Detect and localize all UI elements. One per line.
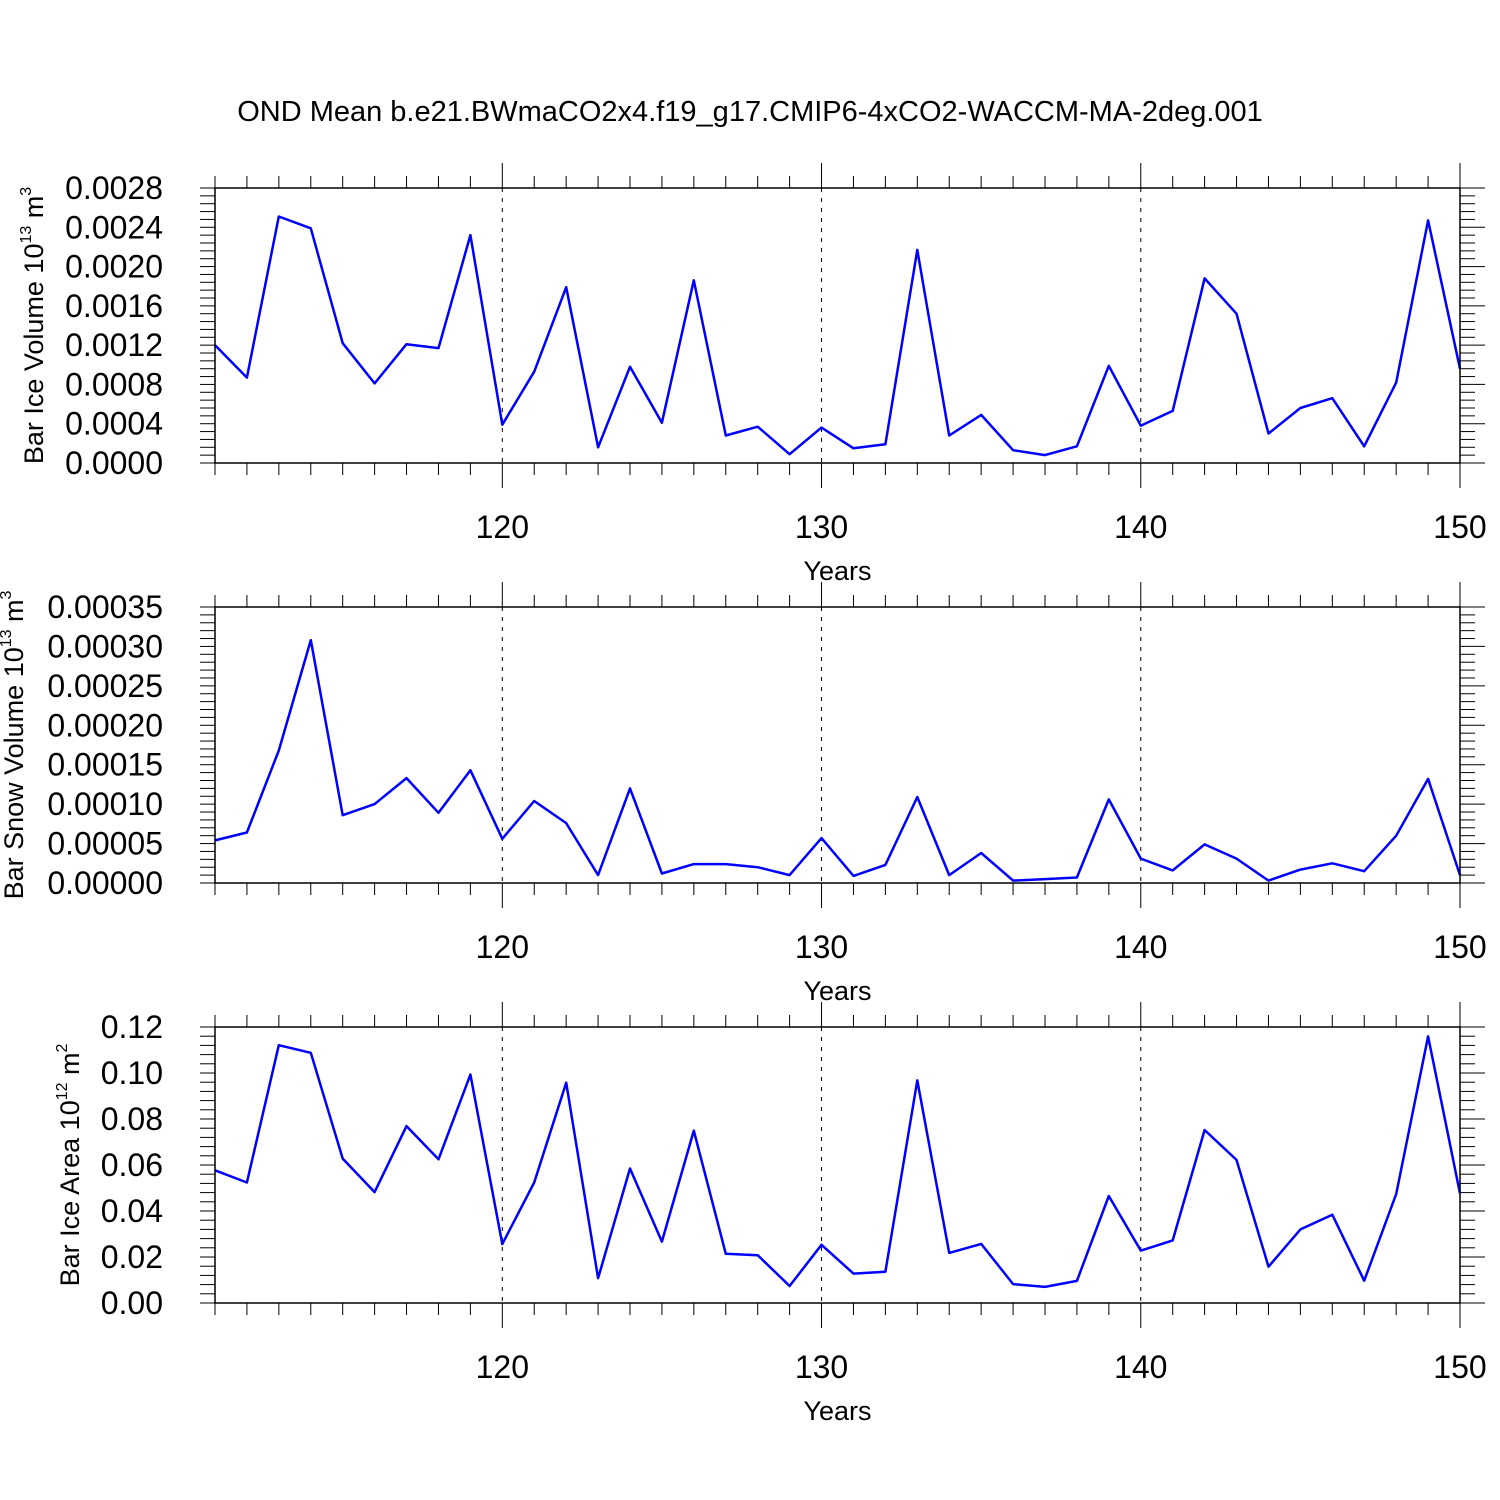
y-tick-label: 0.12 [101, 1009, 163, 1045]
x-tick-label: 120 [476, 929, 529, 965]
x-tick-label: 140 [1114, 1349, 1167, 1385]
x-tick-label: 130 [795, 1349, 848, 1385]
x-tick-label: 130 [795, 509, 848, 545]
data-series-line [214, 638, 1462, 882]
x-tick-label: 120 [476, 509, 529, 545]
y-tick-label: 0.00035 [47, 589, 163, 625]
x-tick-label: 150 [1433, 1349, 1486, 1385]
x-tick-label: 130 [795, 929, 848, 965]
plot-frame [214, 187, 1461, 464]
y-axis-label: Bar Ice Volume 1013 m3 [18, 187, 49, 464]
y-tick-label: 0.0024 [65, 209, 163, 245]
x-tick-label: 140 [1114, 929, 1167, 965]
x-axis-label: Years [803, 976, 871, 1006]
x-axis-label: Years [803, 1396, 871, 1426]
y-tick-label: 0.0028 [65, 170, 163, 206]
y-tick-label: 0.00010 [47, 786, 163, 822]
x-tick-label: 150 [1433, 929, 1486, 965]
plot-frame [214, 606, 1461, 884]
y-tick-label: 0.0020 [65, 249, 163, 285]
y-tick-label: 0.02 [101, 1239, 163, 1275]
y-tick-label: 0.00015 [47, 747, 163, 783]
y-tick-label: 0.00005 [47, 826, 163, 862]
y-tick-label: 0.0012 [65, 327, 163, 363]
y-tick-label: 0.0004 [65, 406, 163, 442]
x-tick-label: 150 [1433, 509, 1486, 545]
y-tick-label: 0.06 [101, 1147, 163, 1183]
x-axis-label: Years [803, 556, 871, 586]
y-tick-label: 0.00025 [47, 668, 163, 704]
y-tick-label: 0.0000 [65, 445, 163, 481]
x-tick-label: 140 [1114, 509, 1167, 545]
y-tick-label: 0.0016 [65, 288, 163, 324]
y-tick-label: 0.08 [101, 1101, 163, 1137]
y-tick-label: 0.0008 [65, 366, 163, 402]
y-tick-label: 0.00020 [47, 707, 163, 743]
y-tick-label: 0.04 [101, 1193, 163, 1229]
data-series-line [214, 1035, 1462, 1289]
data-series-line [214, 215, 1462, 457]
x-tick-label: 120 [476, 1349, 529, 1385]
plot-frame [214, 1026, 1461, 1304]
y-tick-label: 0.10 [101, 1055, 163, 1091]
chart-title: OND Mean b.e21.BWmaCO2x4.f19_g17.CMIP6-4… [237, 96, 1263, 128]
y-tick-label: 0.00030 [47, 628, 163, 664]
panel-2: 0.000000.000050.000100.000150.000200.000… [0, 582, 1487, 1006]
y-axis-label: Bar Snow Volume 1013 m3 [0, 590, 29, 899]
y-axis-label: Bar Ice Area 1012 m2 [54, 1043, 85, 1286]
y-tick-label: 0.00 [101, 1285, 163, 1321]
y-tick-label: 0.00000 [47, 865, 163, 901]
panel-3: 0.00 0.02 0.04 0.06 0.08 0.10 0.12 120 130 140 150… [54, 1002, 1487, 1426]
